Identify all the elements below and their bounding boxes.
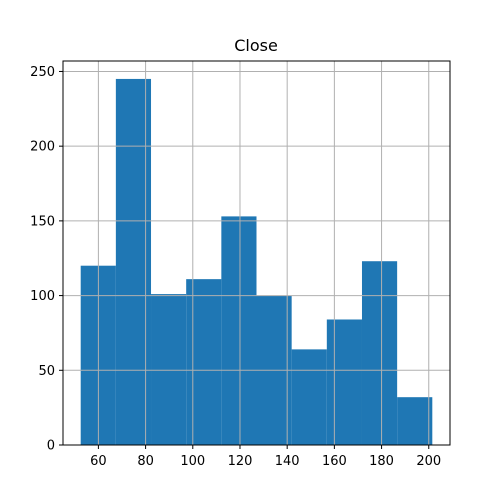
y-axis: 0 50 100 150 200 250: [30, 65, 63, 454]
histogram-bar: [327, 319, 362, 445]
y-tick-label: 150: [30, 214, 55, 229]
x-tick-label: 200: [416, 454, 441, 469]
x-tick-label: 180: [369, 454, 394, 469]
x-axis: 60 80 100 120 140 160 180 200: [90, 445, 441, 469]
bars: [81, 79, 433, 445]
histogram-bar: [362, 261, 397, 445]
histogram-bar: [397, 397, 432, 445]
histogram-bar: [221, 216, 256, 445]
y-tick-label: 100: [30, 289, 55, 304]
y-tick-label: 50: [38, 364, 55, 379]
x-tick-label: 140: [275, 454, 300, 469]
histogram-bar: [186, 279, 221, 445]
y-tick-label: 250: [30, 65, 55, 80]
y-tick-label: 200: [30, 140, 55, 155]
x-tick-label: 80: [137, 454, 154, 469]
x-tick-label: 160: [322, 454, 347, 469]
x-tick-label: 120: [228, 454, 253, 469]
histogram-bar: [292, 349, 327, 445]
y-tick-label: 0: [47, 439, 55, 454]
x-tick-label: 100: [180, 454, 205, 469]
x-tick-label: 60: [90, 454, 107, 469]
chart-title: Close: [234, 36, 278, 55]
histogram-bar: [151, 294, 186, 445]
